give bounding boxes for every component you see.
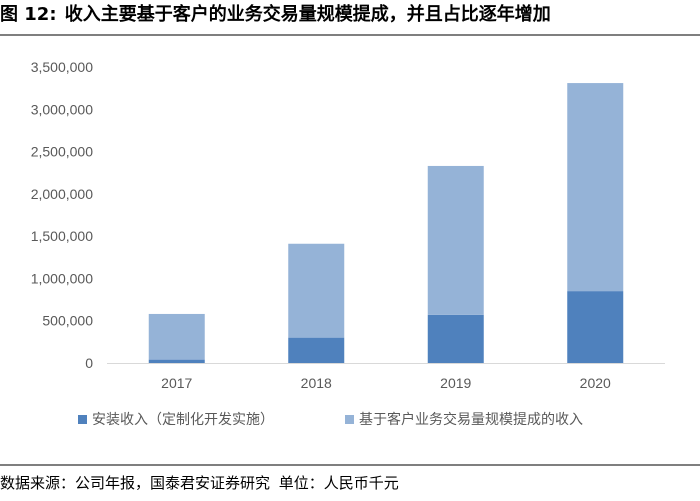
y-tick-label: 1,000,000 <box>31 270 93 286</box>
x-tick-label: 2019 <box>440 375 471 391</box>
source-note: 数据来源：公司年报，国泰君安证券研究 单位：人民币千元 <box>0 468 403 498</box>
stacked-bar-chart: 0 500,000 1,000,000 1,500,000 2,000,000 2,500… <box>31 59 665 427</box>
legend-swatch <box>345 415 354 424</box>
bar-segment <box>427 314 484 363</box>
bar-segment <box>148 313 205 360</box>
y-tick-label: 1,500,000 <box>31 228 93 244</box>
bar-segment <box>567 291 624 363</box>
figure-number: 图 12: <box>0 4 57 25</box>
top-divider <box>0 34 700 36</box>
bar-segment <box>427 165 484 315</box>
bar-segment <box>288 243 345 338</box>
bottom-divider <box>0 464 700 466</box>
bar-segment <box>288 337 345 363</box>
legend-label: 基于客户业务交易量规模提成的收入 <box>359 411 583 427</box>
source-label: 数据来源：公司年报，国泰君安证券研究 <box>0 474 271 492</box>
bar-segment <box>567 83 624 292</box>
y-tick-label: 3,500,000 <box>31 59 93 75</box>
unit-label: 单位：人民币千元 <box>278 474 399 492</box>
legend-swatch <box>78 415 87 424</box>
figure-title-text: 收入主要基于客户的业务交易量规模提成，并且占比逐年增加 <box>64 4 551 25</box>
chart-title: 图 12: 收入主要基于客户的业务交易量规模提成，并且占比逐年增加 <box>0 0 700 34</box>
y-tick-label: 500,000 <box>42 313 93 329</box>
y-tick-label: 3,000,000 <box>31 101 93 117</box>
y-tick-label: 2,000,000 <box>31 186 93 202</box>
x-tick-label: 2020 <box>580 375 611 391</box>
x-tick-label: 2017 <box>161 375 192 391</box>
legend-label: 安装收入（定制化开发实施） <box>92 411 274 427</box>
y-tick-label: 0 <box>85 355 93 371</box>
y-tick-label: 2,500,000 <box>31 144 93 160</box>
x-tick-label: 2018 <box>301 375 332 391</box>
bar-segment <box>148 359 205 363</box>
